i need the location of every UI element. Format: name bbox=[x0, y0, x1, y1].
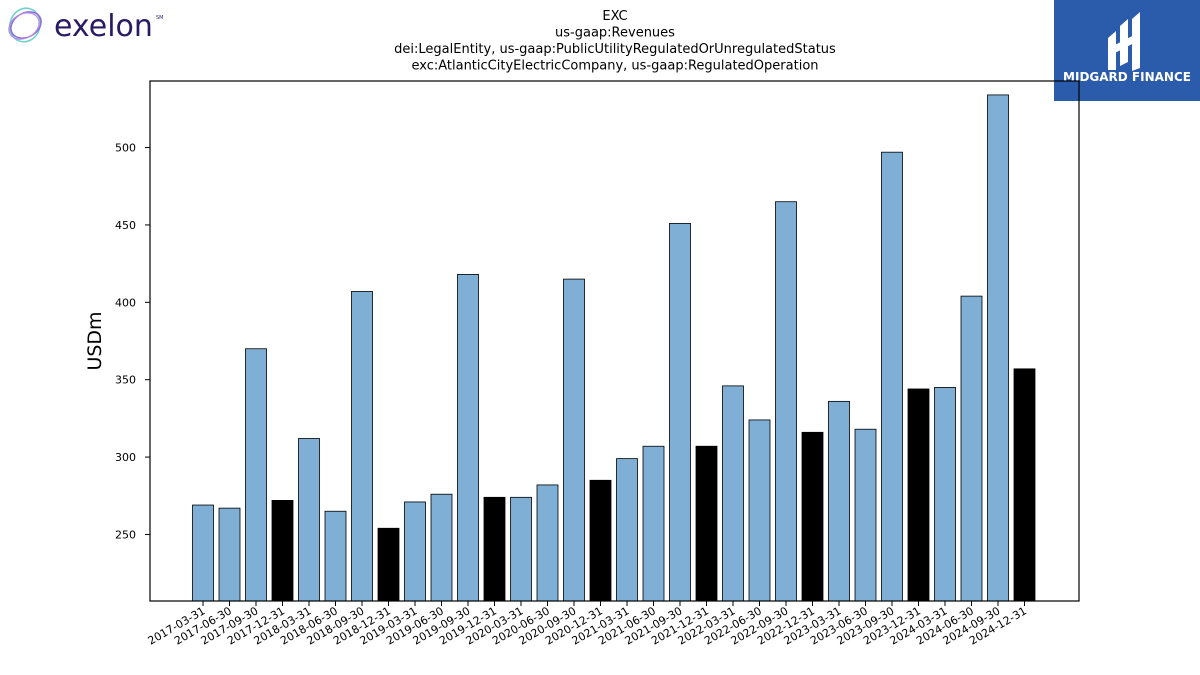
bars bbox=[192, 94, 1036, 602]
bar-2022-09-30 bbox=[775, 201, 797, 602]
bar-2023-09-30 bbox=[881, 151, 903, 602]
bar-2019-03-31 bbox=[404, 501, 426, 602]
y-axis: 250 300 350 400 450 500 bbox=[115, 142, 150, 541]
bar-2021-09-30 bbox=[669, 222, 691, 602]
bar-2022-03-31 bbox=[722, 385, 744, 602]
exelon-wordmark: exelon bbox=[54, 9, 153, 44]
bar-2017-06-30 bbox=[218, 507, 241, 602]
exelon-service-mark: SM bbox=[156, 15, 164, 21]
bar-2020-09-30 bbox=[563, 278, 585, 602]
midgard-emblem-icon bbox=[1108, 12, 1140, 71]
y-tick-label: 250 bbox=[115, 528, 136, 541]
bar-2018-06-30 bbox=[324, 510, 347, 602]
bar-2018-09-30 bbox=[351, 291, 373, 602]
bar-2023-06-30 bbox=[854, 428, 877, 602]
y-tick-label: 300 bbox=[115, 451, 136, 464]
title-line-2: us-gaap:Revenues bbox=[555, 26, 675, 41]
midgard-finance-logo: MIDGARD FINANCE bbox=[1054, 0, 1200, 101]
bar-2017-12-31 bbox=[271, 500, 294, 602]
midgard-wordmark: MIDGARD FINANCE bbox=[1063, 70, 1191, 84]
bar-2021-03-31 bbox=[616, 458, 638, 602]
bar-2021-12-31 bbox=[695, 445, 718, 602]
bar-2024-12-31 bbox=[1013, 368, 1036, 602]
bar-2017-09-30 bbox=[245, 348, 267, 602]
bar-2019-09-30 bbox=[457, 274, 479, 602]
bar-2022-06-30 bbox=[748, 419, 771, 602]
title-line-1: EXC bbox=[602, 9, 627, 24]
plot-frame bbox=[149, 80, 1080, 602]
bar-2022-12-31 bbox=[801, 431, 824, 602]
bar-2024-06-30 bbox=[960, 295, 983, 602]
exelon-swirl-icon bbox=[8, 7, 42, 43]
bar-2020-06-30 bbox=[536, 484, 559, 602]
bar-2018-12-31 bbox=[377, 527, 400, 602]
bar-2019-12-31 bbox=[483, 496, 506, 602]
y-tick-label: 450 bbox=[115, 219, 136, 232]
bar-2020-12-31 bbox=[589, 479, 612, 602]
title-line-3: dei:LegalEntity, us-gaap:PublicUtilityRe… bbox=[394, 42, 836, 57]
y-tick-label: 500 bbox=[115, 142, 136, 155]
bar-2020-03-31 bbox=[510, 496, 532, 602]
bar-2017-03-31 bbox=[192, 504, 214, 602]
bar-2018-03-31 bbox=[298, 438, 320, 602]
bar-2024-09-30 bbox=[987, 94, 1009, 602]
y-axis-label: USDm bbox=[84, 311, 106, 370]
bar-2023-03-31 bbox=[828, 400, 850, 602]
bar-2024-03-31 bbox=[934, 387, 956, 602]
title-line-4: exc:AtlanticCityElectricCompany, us-gaap… bbox=[411, 59, 818, 74]
y-tick-label: 400 bbox=[115, 296, 136, 309]
bar-2021-06-30 bbox=[642, 445, 665, 602]
exelon-logo: exelon SM bbox=[8, 7, 164, 44]
x-axis: 2017-03-312017-06-302017-09-302017-12-31… bbox=[146, 601, 1029, 648]
bar-2023-12-31 bbox=[907, 388, 930, 602]
y-tick-label: 350 bbox=[115, 374, 136, 387]
bar-2019-06-30 bbox=[430, 493, 453, 602]
